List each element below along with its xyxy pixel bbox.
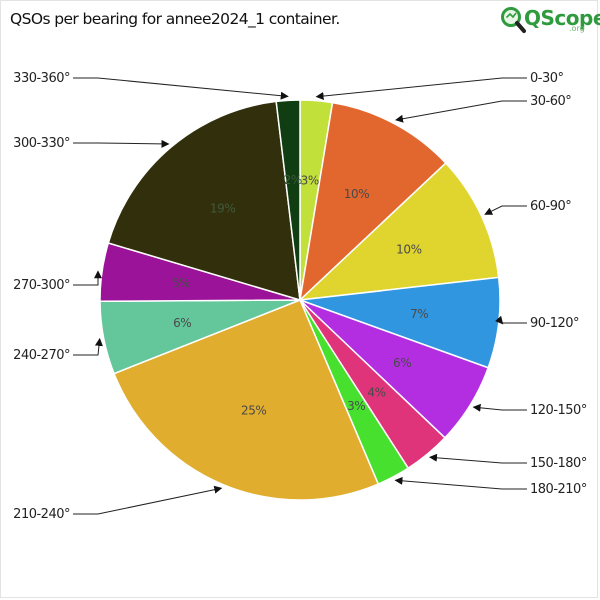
leader-line bbox=[73, 337, 103, 356]
slice-percent-label: 7% bbox=[410, 307, 428, 321]
logo-suffix: .org bbox=[569, 24, 585, 33]
pie-slice-10 bbox=[107, 100, 301, 302]
slice-percent-label: 10% bbox=[396, 243, 421, 257]
slice-category-label: 270-300° bbox=[13, 278, 70, 293]
slice-percent-label: 5% bbox=[172, 276, 190, 290]
slice-percent-label: 3% bbox=[347, 399, 365, 413]
magnifier-icon bbox=[501, 7, 526, 33]
leader-line bbox=[394, 476, 527, 490]
slice-category-label: 60-90° bbox=[530, 199, 571, 214]
slice-category-label: 180-210° bbox=[530, 482, 587, 497]
slice-percent-label: 3% bbox=[301, 173, 319, 187]
slice-percent-label: 25% bbox=[241, 404, 266, 418]
leader-line bbox=[73, 77, 289, 100]
leader-line bbox=[73, 270, 102, 286]
pie-slice-7 bbox=[113, 299, 380, 501]
pie-slice-11 bbox=[275, 99, 301, 301]
slice-percent-label: 6% bbox=[173, 316, 191, 330]
leader-line bbox=[429, 453, 527, 464]
slice-category-label: 120-150° bbox=[530, 403, 587, 418]
slice-percent-label: 4% bbox=[367, 386, 385, 400]
leader-line bbox=[495, 315, 527, 325]
slice-category-label: 0-30° bbox=[530, 71, 564, 86]
leader-line bbox=[73, 485, 223, 515]
qscope-logo: QScope .org bbox=[500, 4, 600, 38]
leader-line bbox=[315, 77, 527, 100]
leader-line bbox=[395, 100, 527, 123]
slice-category-label: 210-240° bbox=[13, 507, 70, 522]
pie-slice-2 bbox=[297, 162, 500, 302]
leader-line bbox=[73, 139, 170, 148]
slice-category-label: 150-180° bbox=[530, 456, 587, 471]
slice-category-label: 240-270° bbox=[13, 348, 70, 363]
slice-category-label: 300-330° bbox=[13, 136, 70, 151]
leader-line bbox=[472, 403, 527, 412]
slice-category-label: 330-360° bbox=[13, 71, 70, 86]
slice-percent-label: 19% bbox=[210, 201, 235, 215]
chart-title: QSOs per bearing for annee2024_1 contain… bbox=[10, 10, 340, 28]
slice-percent-label: 6% bbox=[393, 356, 411, 370]
slice-percent-label: 10% bbox=[344, 187, 369, 201]
slice-percent-label: 2% bbox=[284, 173, 302, 187]
slice-category-label: 90-120° bbox=[530, 316, 579, 331]
logo-text: QScope bbox=[524, 6, 600, 30]
pie-slice-1 bbox=[298, 101, 447, 303]
leader-line bbox=[484, 205, 527, 215]
slice-category-label: 30-60° bbox=[530, 94, 571, 109]
